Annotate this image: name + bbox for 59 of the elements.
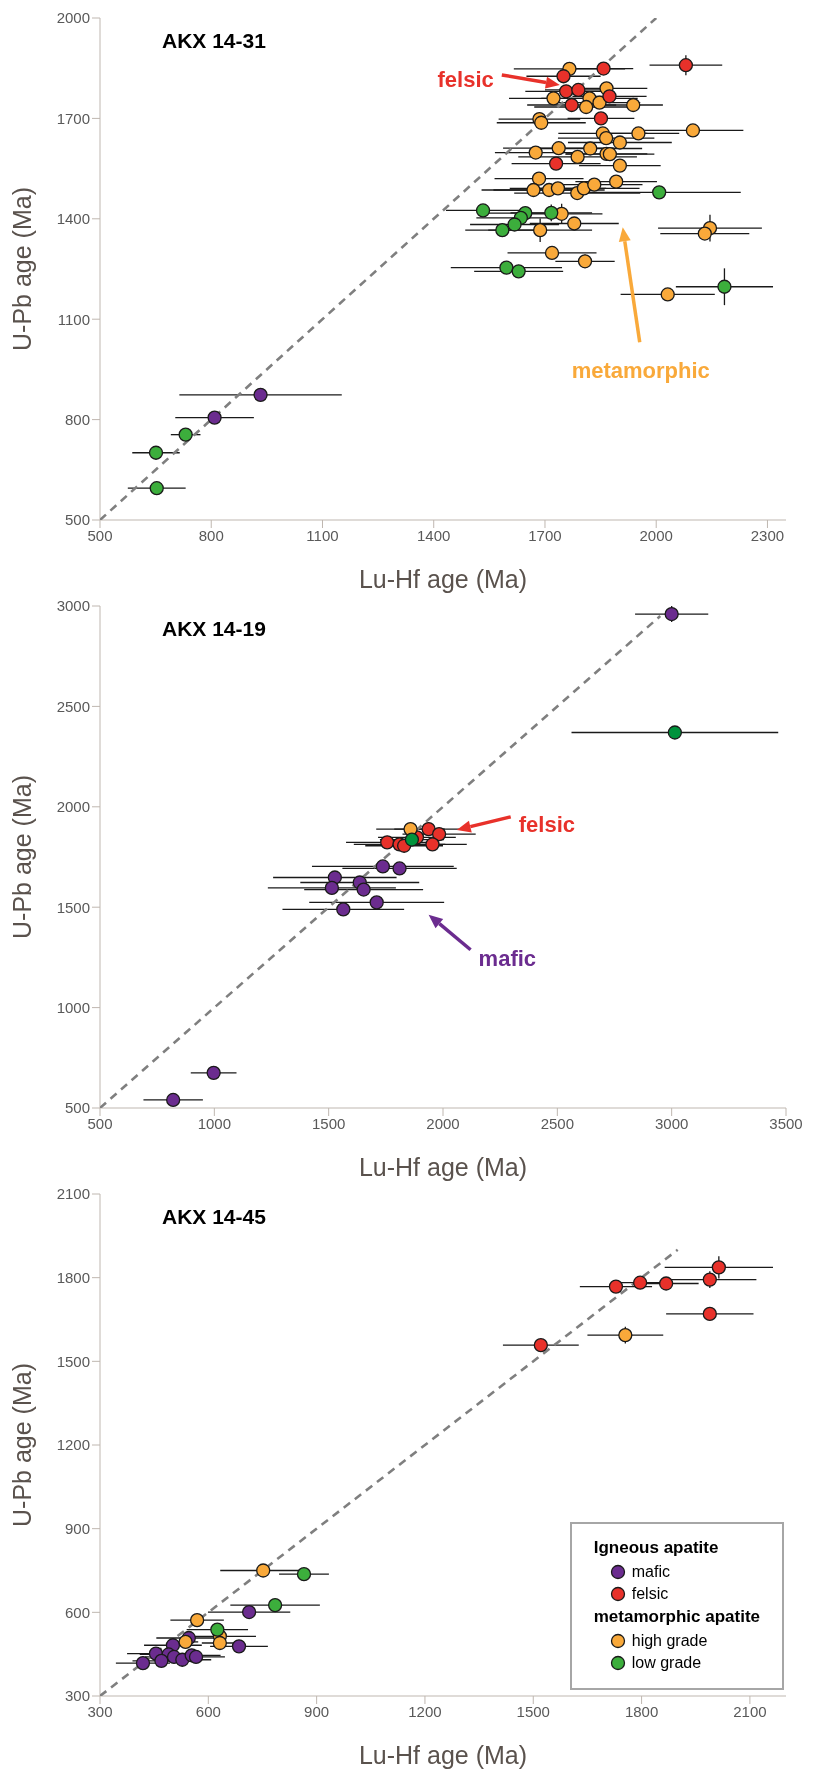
y-tick-label: 300	[64, 1687, 90, 1705]
y-tick-label: 500	[64, 511, 90, 529]
x-tick-label: 300	[87, 1702, 113, 1720]
x-tick-label: 1100	[306, 526, 339, 544]
legend-label: felsic	[631, 1584, 669, 1604]
y-tick-label: 1500	[56, 1352, 90, 1370]
y-tick-label: 3000	[56, 597, 90, 615]
x-tick-label: 500	[87, 526, 113, 544]
x-axis-title: Lu-Hf age (Ma)	[358, 1741, 528, 1769]
x-tick-label: 600	[195, 1702, 221, 1720]
legend-label: high grade	[631, 1631, 708, 1651]
text: AKX 14-19	[162, 617, 266, 640]
y-tick-label: 500	[64, 1099, 90, 1117]
annotation: Igneous apatite	[593, 1538, 720, 1558]
y-tick-label: 1100	[57, 310, 90, 328]
annotation: mafic	[478, 945, 537, 971]
y-axis-title: U-Pb age (Ma)	[7, 187, 36, 351]
y-tick-label: 1800	[56, 1268, 90, 1286]
x-tick-label: 3000	[654, 1114, 689, 1132]
y-tick-label: 1200	[56, 1436, 90, 1454]
x-tick-label: 3500	[769, 1114, 803, 1132]
y-tick-label: 2000	[56, 9, 90, 27]
annotation: felsic	[437, 66, 494, 92]
x-tick-label: 1400	[417, 526, 451, 544]
x-tick-label: 1700	[528, 526, 562, 544]
x-tick-label: 2100	[733, 1702, 767, 1720]
x-tick-label: 1500	[311, 1114, 346, 1132]
x-tick-label: 2000	[426, 1114, 460, 1132]
x-tick-label: 2500	[540, 1114, 575, 1132]
y-tick-label: 2000	[56, 798, 90, 816]
x-tick-label: 2000	[639, 526, 673, 544]
y-axis-title: U-Pb age (Ma)	[7, 1363, 36, 1527]
x-tick-label: 1200	[408, 1702, 442, 1720]
text: AKX 14-45	[162, 1205, 267, 1228]
y-tick-label: 1500	[56, 898, 90, 916]
x-tick-label: 1500	[516, 1702, 550, 1720]
y-tick-label: 1700	[56, 109, 90, 127]
y-tick-label: 2100	[56, 1185, 90, 1203]
x-axis-title: Lu-Hf age (Ma)	[358, 565, 528, 593]
x-tick-label: 1800	[624, 1702, 659, 1720]
legend-label: mafic	[631, 1562, 670, 1582]
y-tick-label: 1400	[56, 210, 90, 228]
y-tick-label: 800	[64, 410, 90, 428]
x-tick-label: 1000	[197, 1114, 232, 1132]
x-tick-label: 500	[87, 1114, 113, 1132]
x-tick-label: 900	[304, 1702, 330, 1720]
annotation: metamorphic apatite	[593, 1607, 760, 1627]
y-tick-label: 600	[64, 1603, 90, 1621]
annotation: felsic	[518, 811, 575, 837]
y-tick-label: 1000	[56, 998, 90, 1016]
x-tick-label: 800	[198, 526, 224, 544]
y-axis-title: U-Pb age (Ma)	[7, 775, 36, 939]
legend-label: low grade	[631, 1653, 702, 1673]
y-tick-label: 900	[64, 1519, 90, 1537]
x-axis-title: Lu-Hf age (Ma)	[358, 1153, 528, 1181]
text: AKX 14-31	[162, 29, 267, 52]
y-tick-label: 2500	[56, 697, 90, 715]
annotation: metamorphic	[571, 358, 710, 384]
x-tick-label: 2300	[750, 526, 785, 544]
